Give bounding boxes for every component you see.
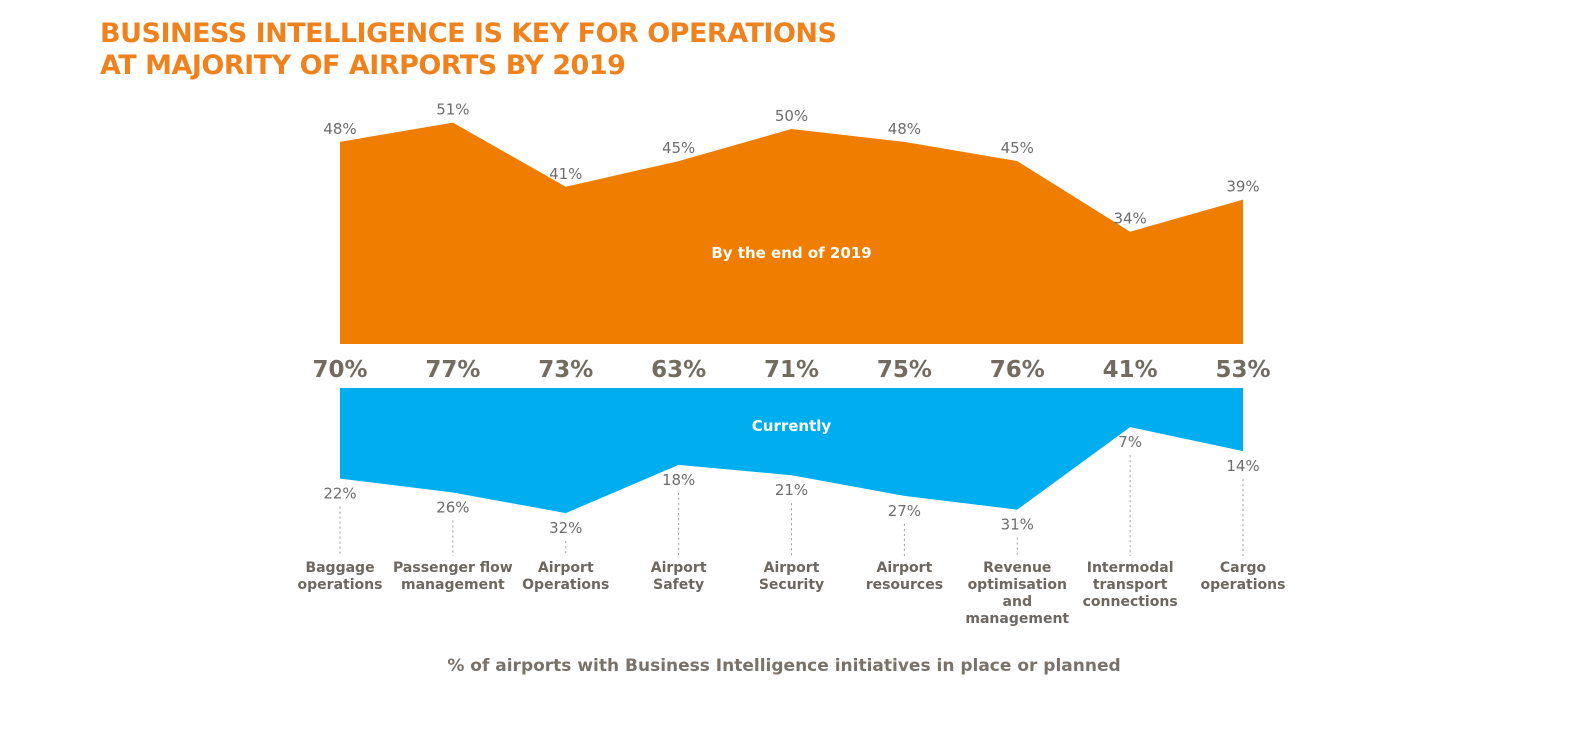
chart-title: BUSINESS INTELLIGENCE IS KEY FOR OPERATI… [100,18,837,82]
series-label-currently: Currently [752,417,832,435]
category-label: management [965,611,1069,627]
chart-title-line-1: BUSINESS INTELLIGENCE IS KEY FOR OPERATI… [100,18,837,49]
data-label-current: 32% [549,519,582,537]
category-label: transport [1093,577,1168,593]
total-label: 53% [1215,357,1270,383]
series-label-by-end-of-2019: By the end of 2019 [711,244,871,262]
data-label-future: 41% [549,165,582,183]
total-label: 70% [312,357,367,383]
data-label-future: 51% [436,101,469,119]
data-label-current: 22% [323,485,356,503]
category-label: Passenger flow [393,560,513,576]
category-label: operations [1201,577,1286,593]
data-label-future: 48% [323,120,356,138]
series-area-by-end-of-2019 [340,122,1243,344]
category-label: Operations [522,577,609,593]
data-label-current: 14% [1226,457,1259,475]
data-label-current: 7% [1118,433,1142,451]
category-label: Security [759,577,824,593]
data-label-current: 18% [662,471,695,489]
category-label: Airport [538,560,594,576]
data-label-future: 45% [662,139,695,157]
data-label-future: 34% [1113,210,1146,228]
category-label: Revenue [983,560,1051,576]
total-label: 76% [990,357,1045,383]
data-label-future: 39% [1226,178,1259,196]
data-label-current: 27% [888,502,921,520]
data-label-current: 26% [436,498,469,516]
category-label: management [401,577,505,593]
category-label: Intermodal [1087,560,1174,576]
category-label: Baggage [305,560,374,576]
category-label: operations [298,577,383,593]
category-label: resources [866,577,943,593]
category-label: Safety [653,577,704,593]
category-label: connections [1083,594,1178,610]
total-label: 77% [425,357,480,383]
category-label: Airport [876,560,932,576]
total-label: 73% [538,357,593,383]
category-label: and [1003,594,1032,610]
total-label: 41% [1103,357,1158,383]
total-label: 63% [651,357,706,383]
category-label: optimisation [968,577,1067,593]
series-area-currently [340,388,1243,514]
data-label-current: 31% [1001,516,1034,534]
data-label-future: 48% [888,120,921,138]
chart-title-line-2: AT MAJORITY OF AIRPORTS BY 2019 [100,50,626,81]
chart-footnote: % of airports with Business Intelligence… [447,656,1121,676]
data-label-future: 45% [1001,139,1034,157]
category-label: Cargo [1220,560,1267,576]
total-label: 75% [877,357,932,383]
category-label: Airport [764,560,820,576]
category-label: Airport [651,560,707,576]
data-label-future: 50% [775,107,808,125]
total-label: 71% [764,357,819,383]
data-label-current: 21% [775,481,808,499]
